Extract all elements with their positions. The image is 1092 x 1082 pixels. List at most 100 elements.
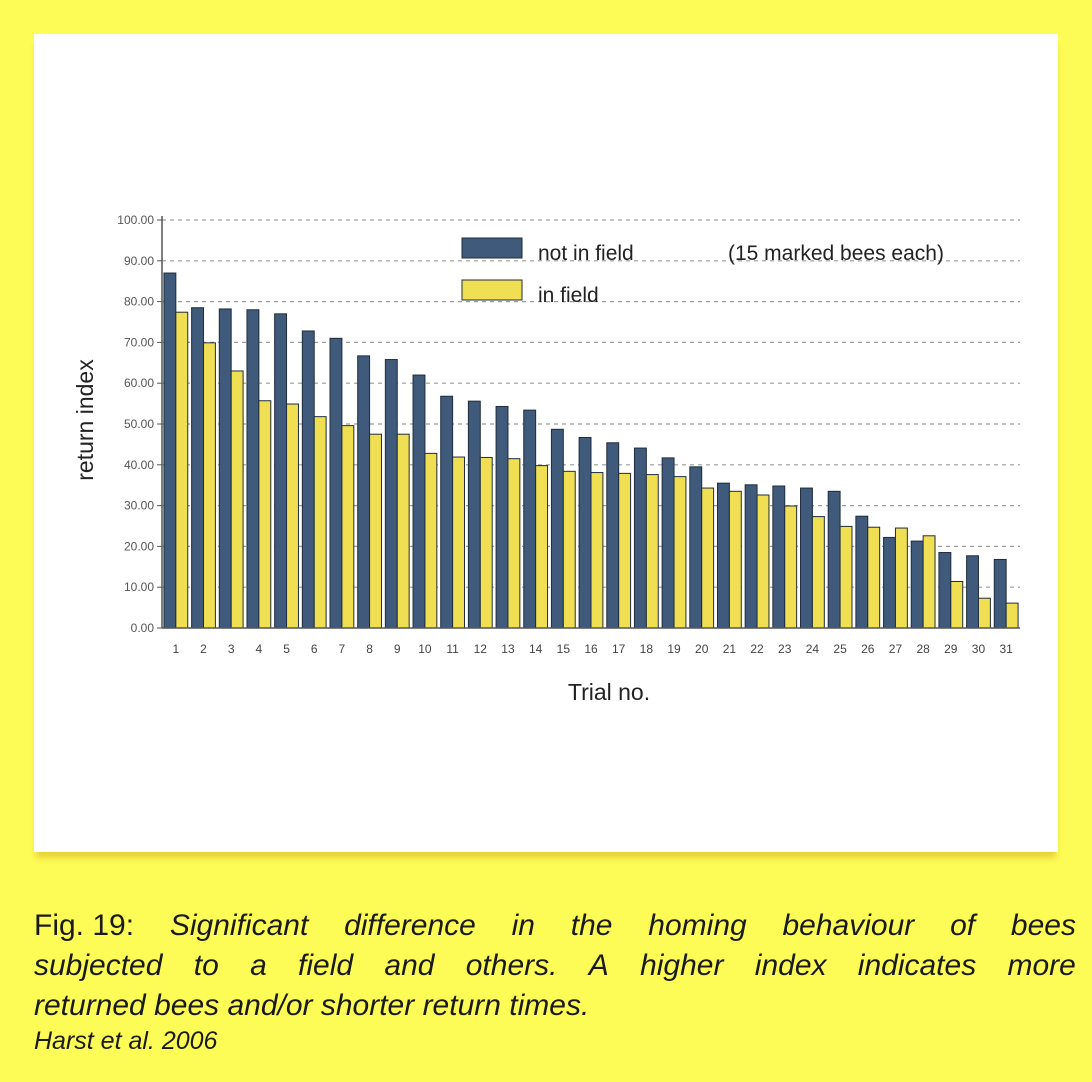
bar-in-field [535,465,549,629]
bar-not-in-field [578,436,592,629]
caption-word: field [298,949,354,982]
bar-not-in-field [246,309,260,629]
bar-not-in-field [633,447,647,629]
x-tick-label: 20 [695,642,709,656]
x-tick-label: 24 [806,642,820,656]
bar-in-field [341,425,355,629]
bar-not-in-field [191,307,205,629]
caption-word: index [754,949,827,982]
bar-not-in-field [163,272,177,629]
bar-not-in-field [689,466,703,629]
legend-swatch-not-in-field [461,237,523,259]
legend-swatch-in-field [461,279,523,301]
bar-not-in-field [523,409,537,629]
bar-not-in-field [606,442,620,629]
x-tick-label: 21 [723,642,737,656]
bar-not-in-field [274,313,288,629]
bar-in-field [424,452,438,629]
bar-in-field [175,311,189,629]
figure-caption: Fig. 19: Significant difference in the homing… [34,906,1076,1026]
y-tick-label: 90.00 [124,254,154,268]
caption-word: Significant [169,909,309,942]
x-tick-label: 27 [889,642,903,656]
x-tick-label: 26 [861,642,875,656]
x-tick-label: 11 [446,642,459,656]
bar-in-field [618,472,632,629]
bar-in-field [286,403,299,629]
y-tick-label: 40.00 [124,458,154,472]
x-tick-label: 19 [667,642,681,656]
bar-in-field [230,370,244,629]
y-tick-label: 50.00 [124,417,154,431]
citation: Harst et al. 2006 [34,1027,218,1055]
x-tick-label: 14 [529,642,543,656]
y-tick-label: 0.00 [131,621,155,635]
caption-word: and [384,949,435,982]
legend-note: (15 marked bees each) [728,242,944,265]
bar-in-field [313,416,327,629]
x-tick-label: 17 [612,642,626,656]
x-tick-label: 2 [200,642,207,656]
x-tick-label: 18 [640,642,654,656]
bar-in-field [867,526,881,629]
x-tick-label: 25 [833,642,847,656]
bar-not-in-field [301,330,315,629]
bar-in-field [673,476,687,629]
x-tick-label: 22 [750,642,764,656]
bar-not-in-field [938,552,952,629]
caption-word: difference [344,909,476,942]
bar-not-in-field [772,485,786,629]
x-tick-label: 3 [228,642,235,656]
bar-not-in-field [993,558,1007,629]
x-tick-label: 4 [256,642,263,656]
y-axis-label: return index [72,359,98,481]
x-axis-label: Trial no. [568,679,650,705]
bar-not-in-field [357,355,371,629]
bar-not-in-field [384,359,398,629]
x-tick-label: 12 [474,642,488,656]
bar-not-in-field [550,428,564,629]
y-tick-label: 80.00 [124,295,154,309]
bar-in-field [894,527,908,629]
bar-not-in-field [440,395,454,629]
caption-prefix: Fig. 19: [34,909,135,942]
bar-in-field [784,505,798,629]
bar-not-in-field [827,490,841,629]
y-tick-label: 60.00 [124,376,154,390]
x-tick-label: 1 [172,642,179,656]
x-tick-label: 9 [394,642,401,656]
bar-in-field [562,470,576,629]
x-tick-label: 5 [283,642,290,656]
caption-word: the [570,909,613,942]
bar-in-field [950,580,964,629]
x-tick-label: 23 [778,642,792,656]
x-tick-label: 29 [944,642,958,656]
figure-panel: 0.00 10.00 20.00 30.00 40.00 50.00 60.00 70.00 8… [34,34,1058,852]
x-tick-label: 13 [501,642,515,656]
caption-word: in [511,909,535,942]
bar-not-in-field [661,457,675,629]
caption-word: indicates [857,949,977,982]
bar-in-field [977,597,991,629]
caption-word: to [193,949,219,982]
caption-word: subjected [34,949,163,982]
bar-in-field [701,487,715,629]
bar-in-field [922,535,936,629]
bar-in-field [811,516,825,629]
bar-not-in-field [412,374,426,629]
y-tick-label: 30.00 [124,499,154,513]
bar-not-in-field [716,482,730,629]
bar-not-in-field [800,487,813,629]
bar-in-field [479,456,493,629]
bar-not-in-field [495,405,509,629]
bar-in-field [590,472,604,629]
bar-not-in-field [855,515,869,629]
caption-word: higher [640,949,724,982]
caption-word: bees [1010,909,1076,942]
y-tick-label: 20.00 [124,539,154,553]
caption-word: a [250,949,267,982]
bar-in-field [369,433,382,629]
bar-not-in-field [910,540,924,629]
bar-in-field [756,494,770,629]
